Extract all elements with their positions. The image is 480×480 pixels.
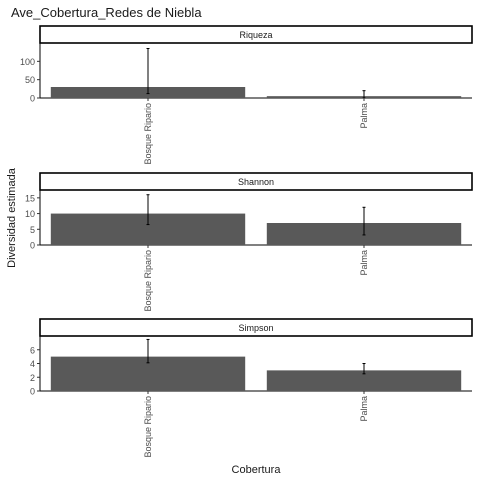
panel-riqueza: Riqueza 0 50 100 Bosque Ripario Palma	[20, 25, 473, 165]
chart-title: Ave_Cobertura_Redes de Niebla	[11, 5, 202, 20]
strip-simpson	[39, 318, 473, 337]
y-tick-label: 6	[30, 345, 35, 355]
strip-label-riqueza: Riqueza	[239, 30, 272, 40]
x-tick-label: Palma	[359, 396, 369, 422]
y-tick-label: 0	[30, 387, 35, 397]
panel-shannon: Shannon 0 5 10 15 Bosque Ripario Palma	[25, 172, 473, 312]
y-tick-label: 50	[25, 75, 35, 85]
strip-label-shannon: Shannon	[238, 177, 274, 187]
y-tick-label: 15	[25, 193, 35, 203]
x-tick-label: Bosque Ripario	[143, 396, 153, 458]
strip-shannon	[39, 172, 473, 191]
strip-label-simpson: Simpson	[238, 323, 273, 333]
y-tick-label: 4	[30, 359, 35, 369]
y-tick-label: 10	[25, 209, 35, 219]
x-tick-label: Palma	[359, 103, 369, 129]
y-tick-label: 0	[30, 94, 35, 104]
y-axis-label: Diversidad estimada	[6, 167, 18, 268]
bar	[266, 370, 462, 391]
x-tick-label: Bosque Ripario	[143, 103, 153, 165]
panel-simpson: Simpson 0 2 4 6 Bosque Ripario Palma	[30, 318, 473, 458]
x-tick-label: Bosque Ripario	[143, 250, 153, 312]
strip-riqueza	[39, 25, 473, 44]
y-tick-label: 5	[30, 225, 35, 235]
y-tick-label: 2	[30, 373, 35, 383]
y-tick-label: 100	[20, 57, 35, 67]
x-axis-label: Cobertura	[232, 464, 282, 476]
x-tick-label: Palma	[359, 250, 369, 276]
y-tick-label: 0	[30, 241, 35, 251]
